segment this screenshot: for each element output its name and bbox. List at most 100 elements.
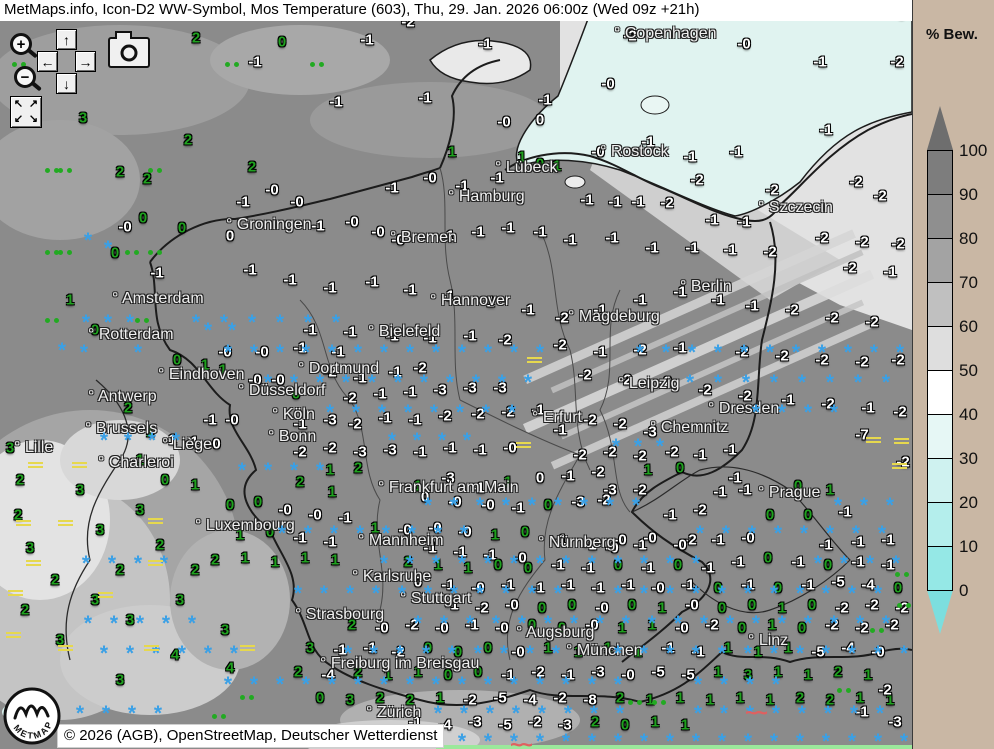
snow-icon: * [379, 341, 389, 364]
city-label: ° Amsterdam [112, 290, 204, 307]
city-label: ° Bremen [390, 229, 457, 246]
snow-icon: * [751, 612, 761, 635]
city-label: ° Groningen [226, 216, 312, 233]
temp-value: -2 [775, 347, 789, 365]
snow-icon: * [393, 371, 403, 394]
temp-value: -2 [698, 381, 712, 399]
snow-icon: * [873, 730, 883, 749]
snow-icon: * [103, 237, 113, 260]
pan-up-button[interactable]: ↑ [56, 29, 77, 50]
temp-value: 2 [375, 689, 385, 707]
legend-segment [927, 370, 953, 414]
temp-value: -2 [471, 405, 485, 423]
legend-arrow-top [927, 106, 953, 150]
snow-icon: * [739, 341, 749, 364]
snow-icon: * [511, 702, 521, 725]
temp-value: 1 [330, 551, 340, 569]
legend-tick-label: 50 [959, 361, 978, 380]
temp-value: -2 [633, 447, 647, 465]
snow-icon: * [483, 341, 493, 364]
snow-icon: * [483, 730, 493, 749]
city-label: ° Hamburg [448, 188, 525, 205]
temp-value: -1 [673, 283, 687, 301]
temp-value: 0 [160, 471, 170, 489]
temp-value: 1 [765, 691, 775, 709]
temp-value: -2 [873, 187, 887, 205]
snow-icon: * [639, 582, 649, 605]
city-label: ° Liège [162, 436, 212, 453]
temp-value: -1 [333, 641, 347, 659]
temp-value: -2 [785, 301, 799, 319]
temp-value: -1 [385, 327, 399, 345]
snow-icon: * [535, 552, 545, 575]
snow-icon: * [57, 339, 67, 362]
temp-value: -0 [595, 599, 609, 617]
temp-value: 1 [490, 526, 500, 544]
temp-value: -0 [605, 539, 619, 557]
pan-left-button[interactable]: ← [37, 51, 58, 72]
legend-tick-label: 60 [959, 317, 978, 336]
zoom-out-button[interactable]: − [14, 66, 42, 92]
pan-right-button[interactable]: → [75, 51, 96, 72]
temp-value: 3 [78, 109, 88, 127]
temp-value: -1 [483, 546, 497, 564]
legend-segment [927, 326, 953, 370]
temp-value: 2 [15, 471, 25, 489]
temp-value: 2 [115, 163, 125, 181]
snow-icon: * [433, 522, 443, 545]
snow-icon: * [153, 702, 163, 725]
snow-icon: * [665, 582, 675, 605]
snow-icon: * [635, 341, 645, 364]
snow-icon: * [83, 229, 93, 252]
temp-value: -1 [363, 639, 377, 657]
temp-value: 2 [123, 399, 133, 417]
temp-value: 1 [617, 619, 627, 637]
snow-icon: * [367, 371, 377, 394]
arrow-left-icon: ← [40, 53, 55, 70]
temp-value: -2 [293, 443, 307, 461]
temp-value: -1 [641, 559, 655, 577]
snow-icon: * [381, 522, 391, 545]
temp-value: -2 [438, 407, 452, 425]
pan-down-button[interactable]: ↓ [56, 73, 77, 94]
temp-value: -2 [597, 491, 611, 509]
temp-value: 2 [190, 561, 200, 579]
temp-value: 2 [403, 553, 413, 571]
temp-value: -2 [583, 411, 597, 429]
temp-value: -0 [737, 35, 751, 53]
temp-value: -2 [591, 463, 605, 481]
temp-value: -5 [831, 573, 845, 591]
drizzle-icon [310, 62, 315, 67]
fullscreen-button[interactable]: ↖ ↗ ↙ ↘ [10, 96, 42, 128]
temp-value: -2 [865, 596, 879, 614]
temp-value: 0 [807, 596, 817, 614]
temp-value: -2 [413, 359, 427, 377]
screenshot-button[interactable] [108, 31, 150, 68]
snow-icon: * [81, 552, 91, 575]
map-canvas[interactable]: -2-3-3-2-0-1-2-1-1-120-0-1-1-1322221101-… [0, 0, 912, 749]
snow-icon: * [457, 673, 467, 696]
snow-icon: * [639, 552, 649, 575]
temp-value: 0 [620, 716, 630, 734]
temp-value: -1 [861, 399, 875, 417]
fog-icon [72, 462, 87, 468]
fog-icon [527, 357, 542, 363]
temp-value: 0 [763, 549, 773, 567]
temp-value: 1 [735, 689, 745, 707]
city-label: ° Lille [14, 439, 54, 456]
drizzle-icon [240, 695, 245, 700]
zoom-in-button[interactable]: + [10, 33, 38, 59]
temp-value: -2 [891, 351, 905, 369]
snow-icon: * [747, 522, 757, 545]
temp-value: 0 [523, 559, 533, 577]
map-title: MetMaps.info, Icon-D2 WW-Symbol, Mos Tem… [4, 1, 700, 18]
temp-value: 1 [633, 643, 643, 661]
snow-icon: * [743, 642, 753, 665]
temp-value: -2 [323, 363, 337, 381]
snow-icon: * [187, 612, 197, 635]
temp-value: -1 [851, 553, 865, 571]
minus-icon: − [20, 68, 30, 86]
temp-value: -4 [523, 691, 537, 709]
temp-value: -3 [433, 381, 447, 399]
temp-value: 1 [713, 663, 723, 681]
